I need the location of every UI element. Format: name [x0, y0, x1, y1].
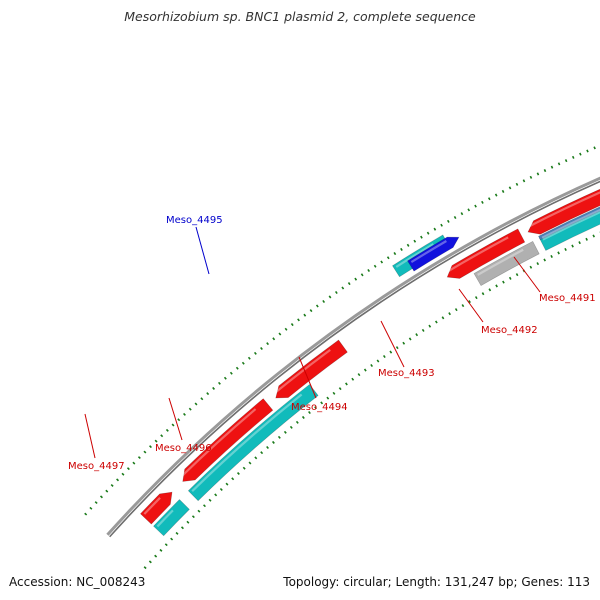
- backbone-ring: [109, 180, 600, 538]
- gene-label-meso-4491: Meso_4491: [539, 293, 596, 304]
- gene-meso-4496: [187, 384, 319, 502]
- gene-label-meso-4492: Meso_4492: [481, 325, 538, 336]
- gene-forward: [140, 491, 173, 525]
- gene-label-meso-4493: Meso_4493: [378, 368, 435, 379]
- topology-summary: Topology: circular; Length: 131,247 bp; …: [283, 575, 590, 589]
- gene-reverse: [153, 499, 190, 537]
- backbone: [106, 176, 600, 538]
- gene-forward: [180, 398, 274, 482]
- gene-label-meso-4494: Meso_4494: [291, 402, 348, 413]
- gene-label-leader: [84, 413, 96, 459]
- gene-label-meso-4497: Meso_4497: [68, 461, 125, 472]
- gene-meso-4494: [446, 228, 526, 279]
- accession-label: Accession: NC_008243: [9, 575, 146, 589]
- gene-label-leader: [298, 356, 317, 399]
- gene-label-leader: [458, 288, 484, 323]
- gene-forward: [274, 339, 348, 399]
- backbone-ring: [106, 176, 600, 536]
- gene-features: [140, 188, 600, 537]
- map-labels: 52 kbp53 kbp54 kbp55 kbp56 kbp57 kbp58 k…: [68, 215, 596, 472]
- gene-label-leader: [195, 226, 210, 275]
- gene-label-leader: [380, 320, 405, 368]
- inner-dotted-ring: [143, 231, 600, 570]
- ruler-ticks: [84, 144, 600, 570]
- gene-label-meso-4495: Meso_4495: [166, 215, 223, 226]
- gene-label-meso-4496: Meso_4496: [155, 443, 212, 454]
- label-leaders: [84, 226, 541, 459]
- gene-meso-4495: [407, 236, 460, 272]
- gene-label-leader: [513, 256, 541, 293]
- gene-meso-4494-grey: [473, 240, 540, 287]
- map-title: Mesorhizobium sp. BNC1 plasmid 2, comple…: [124, 9, 476, 24]
- gene-label-leader: [168, 397, 183, 441]
- gene-meso-4493-edge: [538, 206, 600, 241]
- gene-forward: [527, 188, 600, 235]
- outer-dotted-ring: [84, 144, 600, 516]
